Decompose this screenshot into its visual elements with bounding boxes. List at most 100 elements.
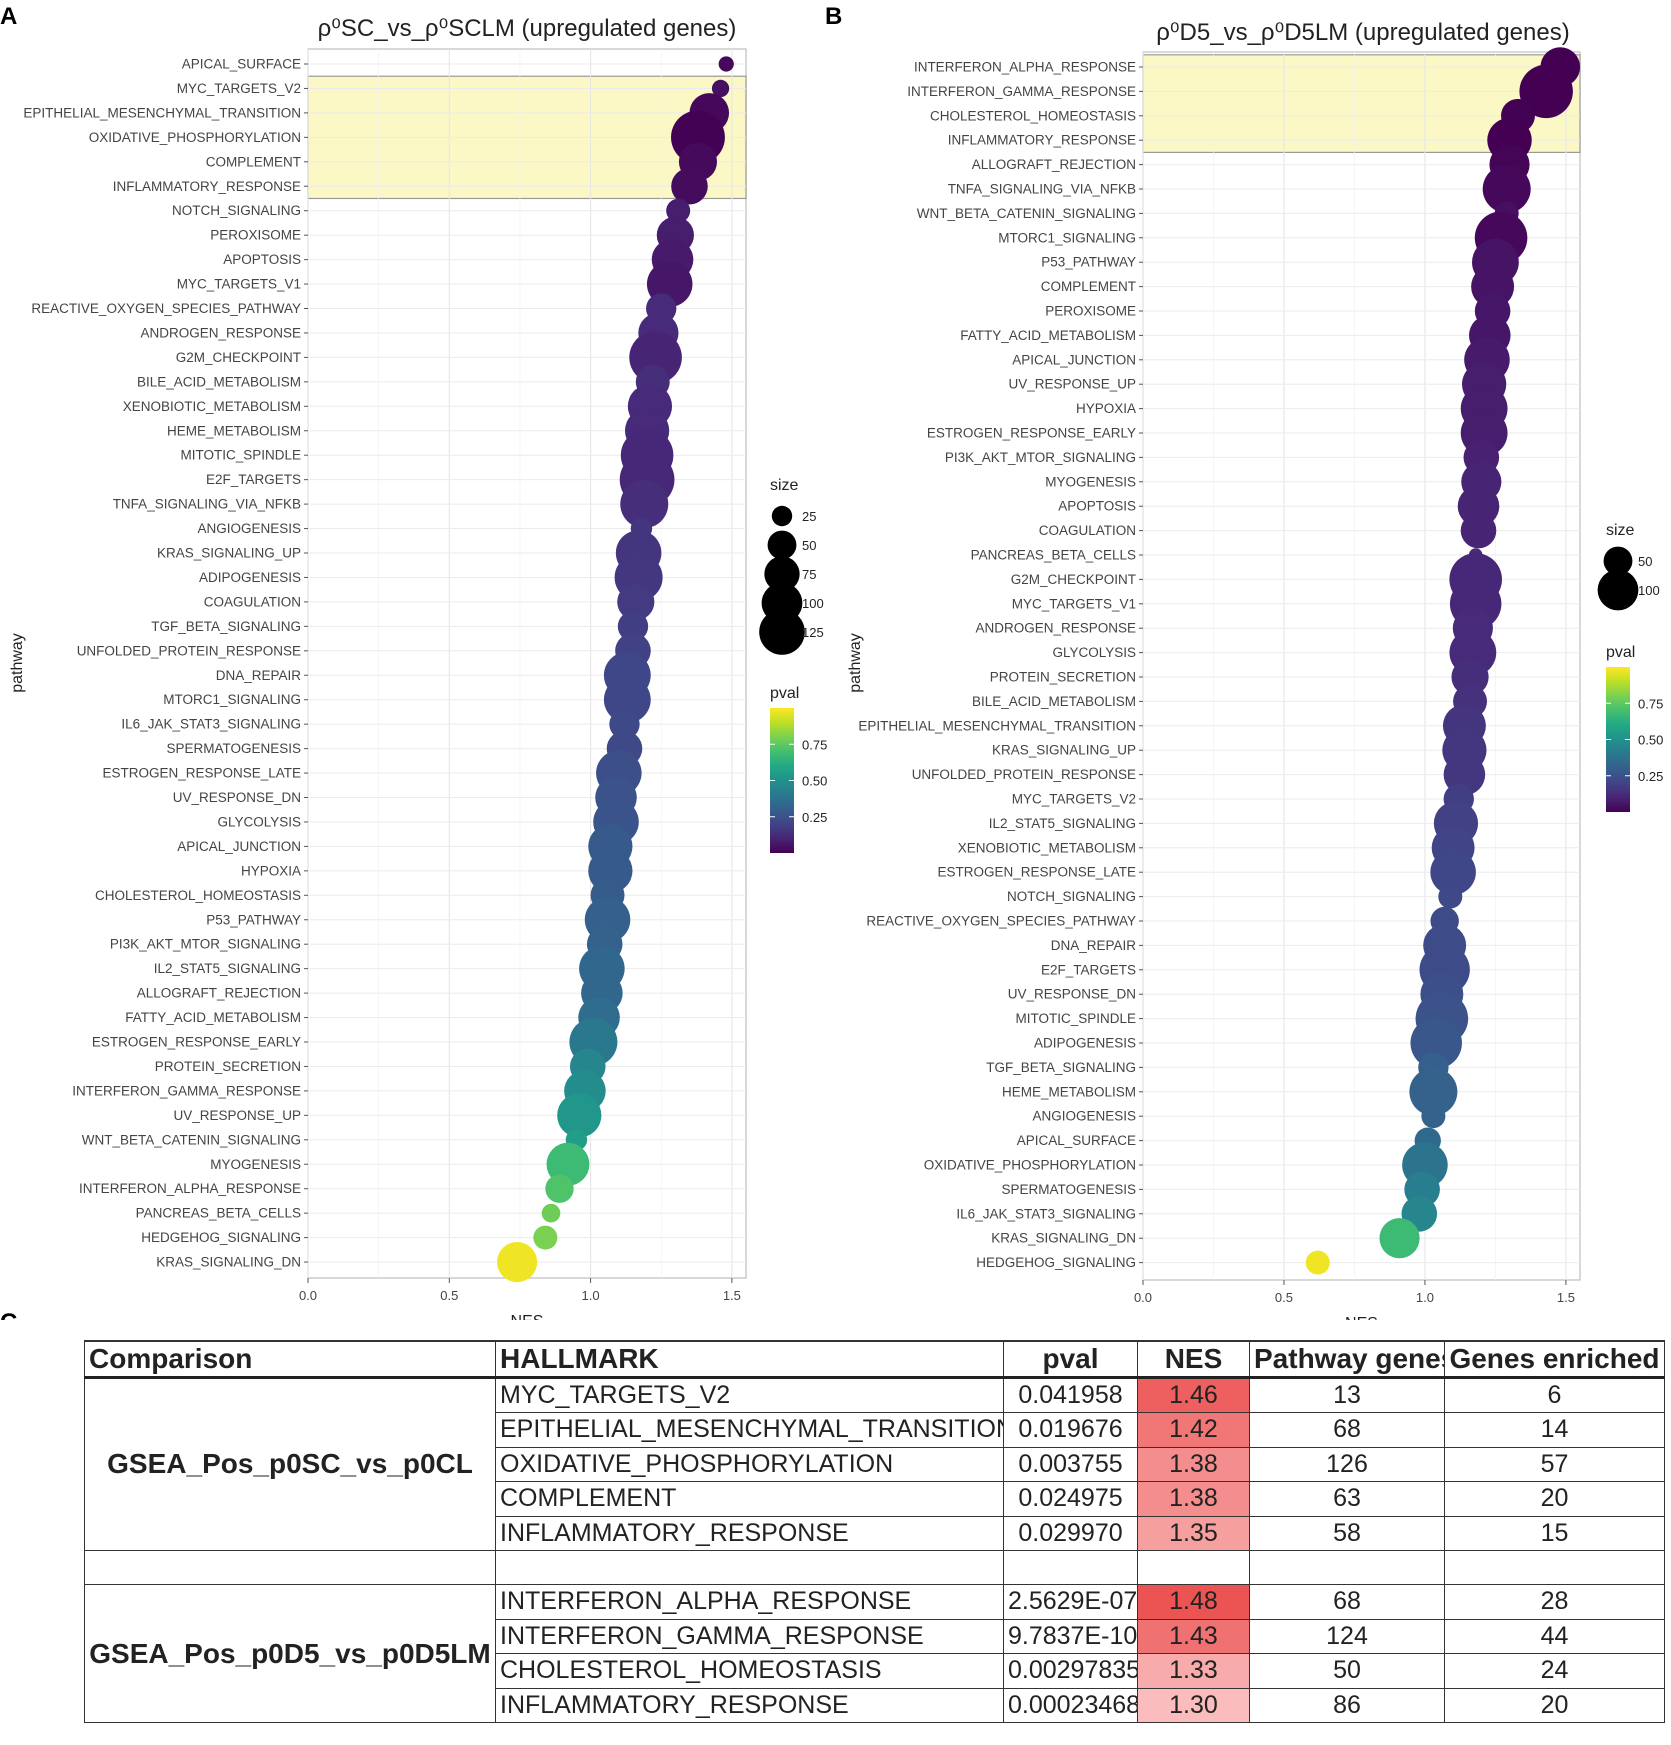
chart-b-label-adipogenesis: ADIPOGENESIS	[1034, 1036, 1136, 1051]
pval-cell: 0.019676	[1003, 1412, 1138, 1448]
chart-b-label-estrogen-response-late: ESTROGEN_RESPONSE_LATE	[937, 865, 1136, 880]
chart-b-label-hedgehog-signaling: HEDGEHOG_SIGNALING	[976, 1255, 1136, 1270]
legend-a-size-key-50	[767, 530, 797, 560]
pathway-genes-cell: 68	[1249, 1584, 1445, 1620]
legend-a-size-key-75	[764, 556, 800, 592]
spacer-cell	[1444, 1550, 1665, 1585]
chart-b-label-glycolysis: GLYCOLYSIS	[1052, 645, 1136, 660]
chart-b-label-dna-repair: DNA_REPAIR	[1051, 938, 1137, 953]
chart-a-label-bile-acid-metabolism: BILE_ACID_METABOLISM	[137, 374, 301, 389]
legend-a-size-label: 75	[802, 567, 816, 582]
chart-b-label-spermatogenesis: SPERMATOGENESIS	[1001, 1182, 1136, 1197]
chart-b-point-estrogen-response-late	[1430, 849, 1476, 895]
chart-a-label-kras-signaling-dn: KRAS_SIGNALING_DN	[156, 1255, 301, 1270]
legend-a-pval-label: 0.50	[802, 774, 827, 789]
chart-a-point-hedgehog-signaling	[533, 1225, 558, 1250]
header-genes-enriched: Genes enriched	[1444, 1340, 1665, 1379]
legend-b-pval-title: pval	[1606, 644, 1635, 661]
chart-a-label-estrogen-response-late: ESTROGEN_RESPONSE_LATE	[102, 766, 301, 781]
chart-b-label-tgf-beta-signaling: TGF_BETA_SIGNALING	[986, 1060, 1136, 1075]
legend-b-size-key-100	[1597, 569, 1639, 611]
table-row: INFLAMMATORY_RESPONSE 0.00023468 1.30 86 20	[85, 1687, 1665, 1723]
chart-a-label-unfolded-protein-response: UNFOLDED_PROTEIN_RESPONSE	[77, 643, 301, 658]
chart-a-point-myc-targets-v2	[711, 79, 730, 98]
chart-b-label-myogenesis: MYOGENESIS	[1045, 474, 1136, 489]
table-row: GSEA_Pos_p0D5_vs_p0D5LM INTERFERON_ALPHA_…	[84, 1584, 1665, 1723]
chart-b-point-hedgehog-signaling	[1305, 1250, 1330, 1275]
hallmark-cell: INTERFERON_ALPHA_RESPONSE	[495, 1584, 1004, 1620]
legend-a-size-label: 125	[802, 625, 824, 640]
genes-enriched-cell: 15	[1444, 1515, 1665, 1551]
comparison-cell: GSEA_Pos_p0D5_vs_p0D5LM	[84, 1584, 496, 1723]
chart-a-point-pancreas-beta-cells	[541, 1203, 561, 1223]
spacer-cell	[1137, 1550, 1250, 1585]
chart-b-label-myc-targets-v1: MYC_TARGETS_V1	[1012, 596, 1136, 611]
chart-a-label-heme-metabolism: HEME_METABOLISM	[167, 423, 301, 438]
header-nes: NES	[1137, 1340, 1250, 1379]
chart-a-label-epithelial-mesenchymal-transition: EPITHELIAL_MESENCHYMAL_TRANSITION	[23, 105, 301, 120]
chart-a-label-spermatogenesis: SPERMATOGENESIS	[166, 741, 301, 756]
chart-b-label-apical-junction: APICAL_JUNCTION	[1012, 352, 1136, 367]
pval-cell: 0.00023468	[1003, 1687, 1138, 1723]
chart-b-point-angiogenesis	[1421, 1104, 1446, 1129]
chart-b-xtick-label: 0.5	[1275, 1290, 1293, 1305]
hallmark-cell: OXIDATIVE_PHOSPHORYLATION	[495, 1446, 1004, 1482]
chart-b-point-interferon-gamma-response	[1519, 64, 1573, 119]
chart-b-label-coagulation: COAGULATION	[1039, 523, 1136, 538]
table-row: OXIDATIVE_PHOSPHORYLATION 0.003755 1.38 126…	[85, 1446, 1665, 1482]
chart-a-label-g2m-checkpoint: G2M_CHECKPOINT	[176, 350, 301, 365]
chart-b-xtick-label: 0.0	[1134, 1290, 1152, 1305]
hallmark-cell: MYC_TARGETS_V2	[495, 1376, 1004, 1413]
chart-a-title: ρ⁰SC_vs_ρ⁰SCLM (upregulated genes)	[318, 15, 737, 42]
chart-a-label-wnt-beta-catenin-signaling: WNT_BETA_CATENIN_SIGNALING	[82, 1132, 301, 1147]
chart-a-label-androgen-response: ANDROGEN_RESPONSE	[140, 325, 301, 340]
chart-a-label-hedgehog-signaling: HEDGEHOG_SIGNALING	[141, 1230, 301, 1245]
chart-a-label-reactive-oxygen-species-pathway: REACTIVE_OXYGEN_SPECIES_PATHWAY	[31, 301, 301, 316]
chart-a-label-apoptosis: APOPTOSIS	[223, 252, 301, 267]
pathway-genes-cell: 58	[1249, 1515, 1445, 1551]
legend-b-size-label: 100	[1638, 583, 1660, 598]
chart-b-label-il2-stat5-signaling: IL2_STAT5_SIGNALING	[989, 816, 1136, 831]
panel-a-letter: A	[0, 3, 17, 30]
chart-b-label-fatty-acid-metabolism: FATTY_ACID_METABOLISM	[960, 328, 1136, 343]
chart-a-label-hypoxia: HYPOXIA	[241, 863, 301, 878]
chart-b-label-kras-signaling-up: KRAS_SIGNALING_UP	[992, 743, 1136, 758]
chart-b-label-e2f-targets: E2F_TARGETS	[1041, 962, 1136, 977]
nes-cell: 1.48	[1137, 1584, 1250, 1620]
chart-a-label-apical-junction: APICAL_JUNCTION	[177, 839, 301, 854]
chart-a-point-tnfa-signaling-via-nfkb	[620, 480, 669, 529]
chart-b-label-p53-pathway: P53_PATHWAY	[1041, 255, 1136, 270]
chart-b-label-xenobiotic-metabolism: XENOBIOTIC_METABOLISM	[958, 840, 1136, 855]
chart-b-label-allograft-rejection: ALLOGRAFT_REJECTION	[972, 157, 1136, 172]
chart-a-label-xenobiotic-metabolism: XENOBIOTIC_METABOLISM	[123, 399, 301, 414]
header-pval: pval	[1003, 1340, 1138, 1379]
chart-a-label-kras-signaling-up: KRAS_SIGNALING_UP	[157, 546, 301, 561]
panel-a-plot: A B C APICAL_SURFACE MYC_TARGETS_V2 EPITHE…	[0, 3, 1663, 1320]
chart-b-label-apical-surface: APICAL_SURFACE	[1017, 1133, 1136, 1148]
chart-a-label-pancreas-beta-cells: PANCREAS_BETA_CELLS	[136, 1206, 301, 1221]
chart-a-label-adipogenesis: ADIPOGENESIS	[199, 570, 301, 585]
chart-a-label-glycolysis: GLYCOLYSIS	[217, 814, 301, 829]
hallmark-cell: CHOLESTEROL_HOMEOSTASIS	[495, 1653, 1004, 1689]
chart-b-label-reactive-oxygen-species-pathway: REACTIVE_OXYGEN_SPECIES_PATHWAY	[866, 914, 1136, 929]
chart-b-label-complement: COMPLEMENT	[1041, 279, 1136, 294]
chart-b-title: ρ⁰D5_vs_ρ⁰D5LM (upregulated genes)	[1156, 19, 1569, 46]
chart-a-label-estrogen-response-early: ESTROGEN_RESPONSE_EARLY	[92, 1035, 301, 1050]
legend-b-pval-label: 0.25	[1638, 769, 1663, 784]
chart-b-label-inflammatory-response: INFLAMMATORY_RESPONSE	[948, 133, 1136, 148]
chart-a-xtick-label: 1.5	[723, 1288, 741, 1303]
chart-b-label-protein-secretion: PROTEIN_SECRETION	[990, 670, 1136, 685]
chart-a-label-inflammatory-response: INFLAMMATORY_RESPONSE	[113, 179, 301, 194]
pval-cell: 0.029970	[1003, 1515, 1138, 1551]
pval-cell: 0.024975	[1003, 1481, 1138, 1517]
nes-cell: 1.42	[1137, 1412, 1250, 1448]
hallmark-cell: INTERFERON_GAMMA_RESPONSE	[495, 1618, 1004, 1654]
chart-a: APICAL_SURFACE MYC_TARGETS_V2 EPITHELIAL_M…	[9, 15, 747, 1320]
chart-a-label-apical-surface: APICAL_SURFACE	[182, 57, 301, 72]
chart-b-label-myc-targets-v2: MYC_TARGETS_V2	[1012, 792, 1136, 807]
hallmark-cell: COMPLEMENT	[495, 1481, 1004, 1517]
chart-a-point-interferon-alpha-response	[545, 1174, 574, 1203]
chart-a-label-myogenesis: MYOGENESIS	[210, 1157, 301, 1172]
chart-a-label-il6-jak-stat3-signaling: IL6_JAK_STAT3_SIGNALING	[121, 717, 301, 732]
